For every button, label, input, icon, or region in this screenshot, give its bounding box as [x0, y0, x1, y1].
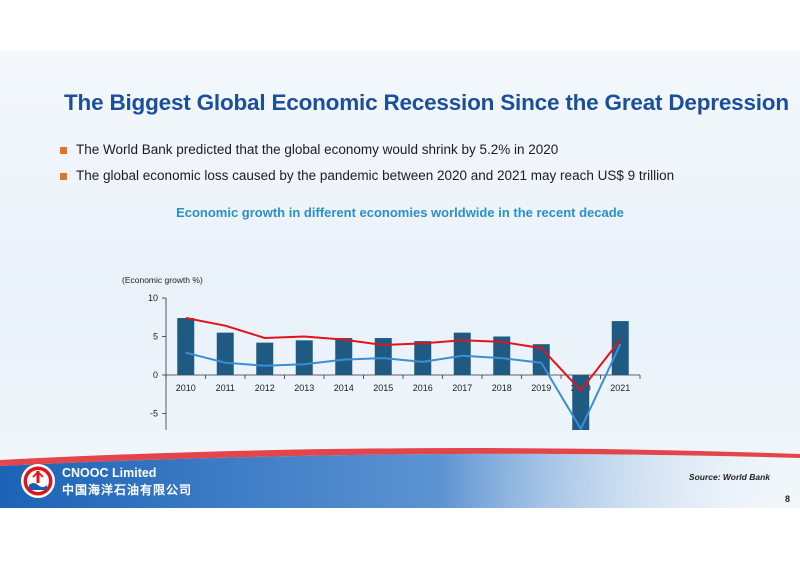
bullet-square-icon [60, 147, 67, 154]
company-name-en: CNOOC Limited [62, 466, 157, 480]
cnooc-logo-icon [21, 464, 55, 498]
footer-band [0, 448, 800, 508]
x-tick-label: 2017 [452, 383, 472, 393]
bullet-item: The global economic loss caused by the p… [60, 168, 760, 194]
y-tick-label: -5 [150, 409, 158, 419]
x-tick-label: 2013 [294, 383, 314, 393]
bar-world [572, 375, 590, 430]
company-name-cn: 中国海洋石油有限公司 [62, 483, 193, 497]
bar-world [414, 341, 432, 375]
bullet-square-icon [60, 173, 67, 180]
bar-world [611, 321, 629, 375]
bar-world [374, 338, 392, 375]
bar-world [216, 332, 234, 375]
slide-title: The Biggest Global Economic Recession Si… [64, 90, 789, 115]
x-tick-label: 2016 [413, 383, 433, 393]
page-number: 8 [785, 494, 791, 504]
bullet-list: The World Bank predicted that the global… [60, 142, 760, 194]
bar-world [493, 336, 511, 375]
source-note: Source: World Bank [688, 472, 770, 482]
x-tick-label: 2010 [176, 383, 196, 393]
bullet-item: The World Bank predicted that the global… [60, 142, 760, 168]
x-tick-label: 2021 [610, 383, 630, 393]
bar-world [295, 340, 313, 375]
chart-title: Economic growth in different economies w… [176, 205, 624, 220]
bullet-text: The global economic loss caused by the p… [76, 168, 675, 183]
line-advanced-economies [185, 343, 622, 430]
x-tick-label: 2012 [255, 383, 275, 393]
y-tick-label: 10 [148, 293, 158, 303]
x-tick-label: 2018 [492, 383, 512, 393]
y-tick-label: 0 [153, 370, 158, 380]
slide: The Biggest Global Economic Recession Si… [0, 50, 800, 508]
bar-world [335, 338, 353, 375]
x-tick-label: 2011 [216, 383, 235, 393]
bar-world [453, 332, 471, 375]
x-tick-label: 2014 [334, 383, 354, 393]
y-axis-label: (Economic growth %) [122, 275, 203, 285]
bullet-text: The World Bank predicted that the global… [76, 142, 559, 157]
y-tick-label: 5 [153, 332, 158, 342]
x-tick-label: 2019 [531, 383, 551, 393]
line-emdes [185, 317, 622, 392]
bar-world [177, 318, 195, 375]
x-tick-label: 2015 [373, 383, 393, 393]
bar-world [256, 342, 274, 375]
